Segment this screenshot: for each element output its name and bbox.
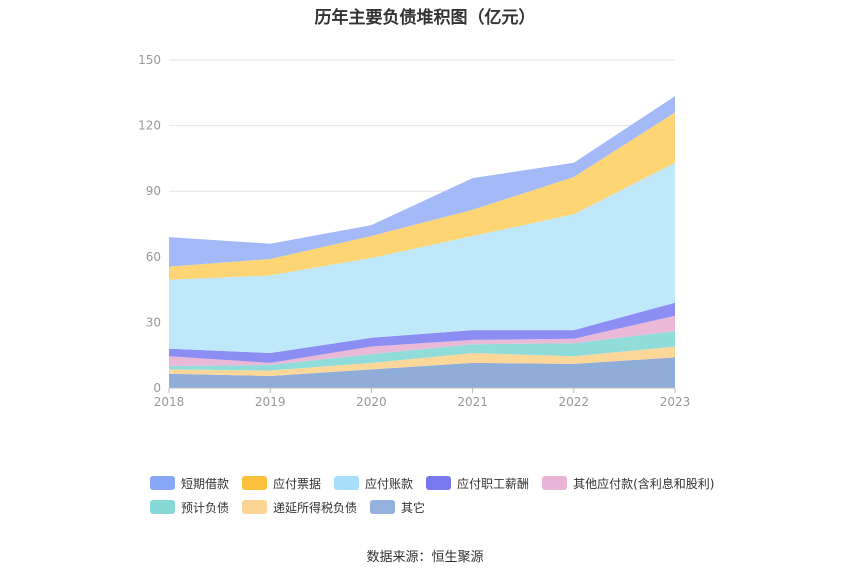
legend-swatch xyxy=(542,476,568,490)
x-tick-label: 2019 xyxy=(255,395,286,409)
source-note: 数据来源：恒生聚源 xyxy=(366,550,484,565)
legend-row: 短期借款 应付票据 应付账款 应付职工薪酬 其他应付款(含利息和股利) xyxy=(150,471,750,495)
area-series-0 xyxy=(169,357,675,388)
x-tick-label: 2023 xyxy=(660,395,691,409)
legend-item[interactable]: 预计负债 xyxy=(150,499,229,516)
legend-row: 预计负债 递延所得税负债 其它 xyxy=(150,495,750,519)
legend-swatch xyxy=(150,500,175,514)
chart-title: 历年主要负债堆积图（亿元） xyxy=(314,8,536,28)
legend-item[interactable]: 其他应付款(含利息和股利) xyxy=(542,475,714,492)
y-tick-label: 0 xyxy=(153,381,161,395)
area-series-layer xyxy=(169,96,675,388)
y-tick-label: 30 xyxy=(146,315,161,329)
area-series-6 xyxy=(169,112,675,280)
legend-label: 递延所得税负债 xyxy=(273,500,358,515)
legend-item[interactable]: 其它 xyxy=(370,499,425,516)
y-tick-label: 90 xyxy=(146,184,161,198)
axes: 0 30 60 90 120 150 2018 2019 2020 2021 2022 2023 xyxy=(138,53,690,409)
area-series-3 xyxy=(169,315,675,367)
legend-swatch xyxy=(242,476,268,490)
legend-item[interactable]: 应付职工薪酬 xyxy=(426,475,529,492)
x-tick-label: 2018 xyxy=(154,395,185,409)
x-tick-label: 2020 xyxy=(356,395,387,409)
area-series-4 xyxy=(169,302,675,363)
y-tick-label: 120 xyxy=(138,119,161,133)
stacked-area-chart: 0 30 60 90 120 150 2018 2019 2020 2021 2022 2023 xyxy=(138,53,690,409)
area-series-2 xyxy=(169,331,675,371)
area-series-5 xyxy=(169,162,675,353)
area-series-7 xyxy=(169,96,675,267)
area-series-1 xyxy=(169,346,675,376)
legend-label: 应付账款 xyxy=(365,476,414,491)
legend-swatch xyxy=(426,476,452,490)
legend-label: 应付职工薪酬 xyxy=(457,476,530,491)
legend-swatch xyxy=(370,500,396,514)
legend-label: 应付票据 xyxy=(273,476,322,491)
legend-label: 其它 xyxy=(401,500,426,515)
legend-item[interactable]: 短期借款 xyxy=(150,475,229,492)
legend-swatch xyxy=(150,476,175,490)
legend-item[interactable]: 应付票据 xyxy=(242,475,321,492)
x-tick-label: 2022 xyxy=(559,395,590,409)
legend-swatch xyxy=(334,476,360,490)
y-tick-label: 150 xyxy=(138,53,161,67)
legend-item[interactable]: 应付账款 xyxy=(334,475,413,492)
legend-label: 短期借款 xyxy=(181,476,230,491)
x-tick-label: 2021 xyxy=(457,395,488,409)
legend-item[interactable]: 递延所得税负债 xyxy=(242,499,357,516)
legend-label: 其他应付款(含利息和股利) xyxy=(573,476,715,491)
legend: 短期借款 应付票据 应付账款 应付职工薪酬 其他应付款(含利息和股利) 预计负债 递延所得税… xyxy=(150,471,750,519)
y-tick-label: 60 xyxy=(146,250,161,264)
legend-label: 预计负债 xyxy=(181,500,230,515)
legend-swatch xyxy=(242,500,268,514)
